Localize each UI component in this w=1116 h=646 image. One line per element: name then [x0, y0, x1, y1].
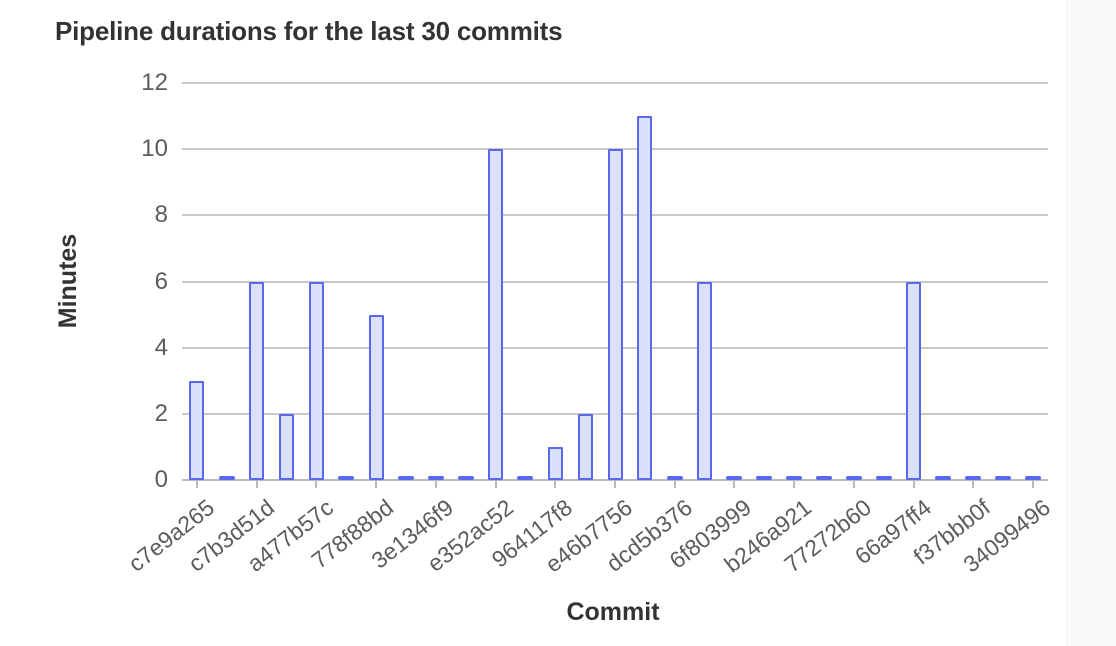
y-axis-tick-label: 0 [154, 466, 168, 493]
x-axis-tick [434, 481, 437, 488]
commit-bar[interactable] [308, 281, 324, 480]
commit-bar-zero[interactable] [338, 476, 355, 480]
commit-bar-zero[interactable] [845, 476, 862, 480]
gridline [182, 82, 1048, 84]
y-axis-tick-label: 12 [141, 69, 168, 96]
commit-bar-zero[interactable] [397, 476, 414, 480]
commit-bar[interactable] [637, 116, 653, 480]
x-axis-tick [494, 481, 497, 488]
commit-bar[interactable] [189, 380, 205, 480]
commit-bar-zero[interactable] [457, 476, 474, 480]
x-axis-tick [733, 481, 736, 488]
commit-bar[interactable] [547, 446, 563, 480]
commit-bar-zero[interactable] [218, 476, 235, 480]
x-axis-tick [852, 481, 855, 488]
commit-bar-zero[interactable] [935, 476, 952, 480]
x-axis-tick [972, 481, 975, 488]
commit-bar-zero[interactable] [875, 476, 892, 480]
commit-bar-zero[interactable] [965, 476, 982, 480]
x-axis-title: Commit [566, 598, 660, 626]
commit-bar-zero[interactable] [427, 476, 444, 480]
commit-bar-zero[interactable] [756, 476, 773, 480]
commit-bar-zero[interactable] [666, 476, 683, 480]
commit-bar-zero[interactable] [726, 476, 743, 480]
x-axis-tick [315, 481, 318, 488]
commit-bar[interactable] [368, 314, 384, 480]
page-background-strip [1066, 0, 1116, 646]
x-axis-tick [255, 481, 258, 488]
x-axis-tick [375, 481, 378, 488]
chart-title: Pipeline durations for the last 30 commi… [55, 16, 563, 46]
x-axis-tick [912, 481, 915, 488]
x-axis-tick [793, 481, 796, 488]
commit-bar[interactable] [607, 149, 623, 480]
x-axis-tick [554, 481, 557, 488]
commit-bar[interactable] [697, 281, 713, 480]
x-axis-line [182, 479, 1048, 481]
y-axis-tick-label: 4 [154, 333, 168, 361]
y-axis-title: Minutes [54, 233, 82, 329]
commit-bar[interactable] [279, 413, 295, 480]
commit-bar-zero[interactable] [1025, 476, 1042, 480]
commit-bar-zero[interactable] [816, 476, 833, 480]
x-axis-tick [1032, 481, 1035, 488]
commit-bar[interactable] [906, 281, 922, 480]
x-axis-tick [195, 481, 198, 488]
commit-bar-zero[interactable] [786, 476, 803, 480]
y-axis-tick-label: 2 [154, 399, 168, 427]
commit-bar-zero[interactable] [995, 476, 1012, 480]
y-axis-tick-label: 10 [141, 135, 168, 163]
commit-bar[interactable] [488, 149, 504, 480]
x-axis-tick [673, 481, 676, 488]
commit-bar[interactable] [577, 413, 593, 480]
commit-bar-zero[interactable] [517, 476, 534, 480]
x-axis-tick [614, 481, 616, 488]
commit-bar[interactable] [249, 281, 265, 480]
y-axis-tick-label: 8 [154, 201, 168, 229]
y-axis-tick-label: 6 [154, 267, 168, 295]
